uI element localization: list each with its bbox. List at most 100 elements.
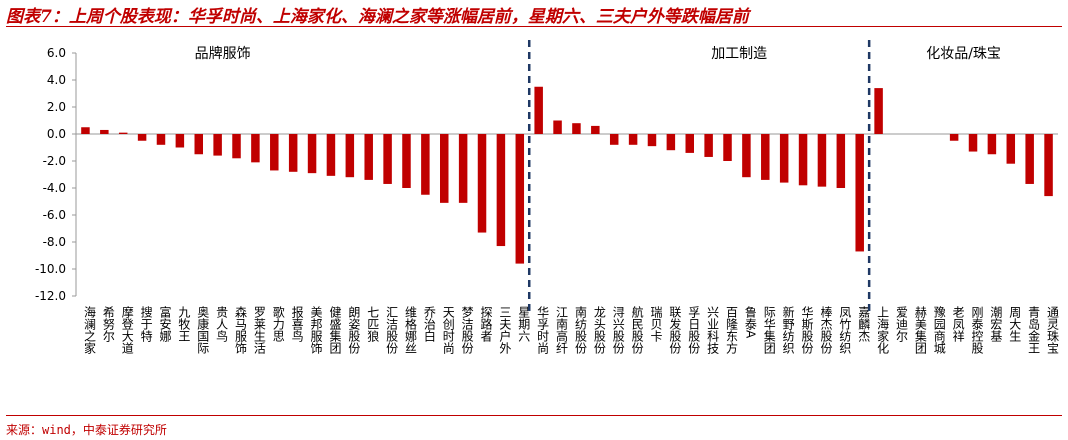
category-label: 江南高纤: [555, 306, 569, 354]
category-label: 潮宏基: [989, 305, 1003, 342]
category-label: 航民股份: [630, 305, 644, 354]
category-label: 周大生: [1008, 306, 1022, 342]
bar-富安娜: [156, 134, 166, 145]
category-label: 希努尔: [101, 305, 115, 342]
category-label: 维格娜丝: [403, 306, 417, 354]
bar-刚泰控股: [968, 134, 978, 152]
group-label: 化妆品/珠宝: [926, 46, 1001, 62]
bar-际华集团: [761, 134, 770, 180]
category-label: 鲁泰A: [743, 306, 757, 339]
y-tick-label: 6.0: [47, 46, 66, 60]
bar-歌力思: [270, 134, 279, 171]
bar-希努尔: [100, 129, 109, 134]
bar-维格娜丝: [402, 134, 411, 188]
category-label: 联发股份: [668, 306, 682, 354]
bar-棒杰股份: [817, 134, 827, 187]
bar-周大生: [1006, 134, 1016, 164]
source-note: 来源：wind，中泰证券研究所: [6, 423, 167, 437]
bar-潮宏基: [987, 134, 997, 155]
category-label: 星期六: [517, 306, 531, 342]
bar-孚日股份: [685, 134, 694, 153]
group-label: 加工制造: [711, 46, 767, 62]
category-label: 青岛金王: [1027, 306, 1041, 354]
bar-新野纺织: [779, 134, 789, 183]
category-label: 七匹狼: [366, 306, 380, 342]
bar-健盛集团: [326, 134, 336, 176]
category-label: 华孚时尚: [536, 306, 550, 354]
bar-江南高纤: [553, 120, 562, 134]
category-label: 报喜鸟: [290, 305, 304, 342]
bar-海澜之家: [81, 127, 90, 134]
y-tick-label: -12.0: [35, 289, 66, 303]
category-label: 富安娜: [158, 305, 172, 343]
category-label: 歌力思: [271, 305, 285, 342]
category-label: 老凤祥: [951, 306, 965, 342]
bar-联发股份: [666, 134, 676, 151]
bar-鲁泰A: [742, 134, 751, 178]
category-label: 健盛集团: [328, 306, 342, 355]
y-tick-label: -8.0: [43, 235, 66, 249]
bar-罗莱生活: [251, 134, 260, 163]
bar-奥康国际: [194, 134, 203, 155]
bar-梦洁股份: [458, 134, 468, 203]
category-label: 浔兴股份: [611, 306, 625, 354]
y-tick-label: -2.0: [43, 154, 66, 168]
category-label: 龙头股份: [592, 306, 606, 354]
category-label: 汇洁股份: [385, 306, 399, 354]
category-label: 三夫户外: [498, 306, 512, 354]
group-label: 品牌服饰: [195, 45, 251, 62]
bar-凤竹纺织: [836, 134, 846, 188]
bar-报喜鸟: [288, 134, 298, 172]
bar-百隆东方: [723, 134, 732, 161]
bar-青岛金王: [1025, 134, 1034, 184]
category-label: 嘉麟杰: [857, 306, 871, 342]
category-label: 乔治白: [422, 306, 436, 342]
bar-航民股份: [628, 134, 638, 145]
bar-探路者: [477, 134, 487, 233]
bar-通灵珠宝: [1044, 134, 1053, 197]
bar-乔治白: [421, 134, 430, 195]
category-label: 百隆东方: [725, 306, 739, 355]
title-rule: [6, 26, 1062, 27]
bar-天创时尚: [440, 134, 449, 203]
category-label: 探路者: [479, 306, 493, 343]
category-label: 新野纺织: [781, 305, 795, 354]
category-label: 朗姿股份: [347, 306, 361, 354]
category-label: 森马服饰: [234, 305, 248, 354]
category-label: 罗莱生活: [252, 306, 266, 354]
category-label: 九牧王: [177, 306, 191, 342]
category-label: 天创时尚: [441, 306, 455, 354]
bar-chart: 6.0 4.0 2.0 0.0 -2.0 -4.0 -6.0 -8.0 -10.0 -12.0 海澜…: [35, 40, 1060, 355]
y-tick-label: -6.0: [43, 208, 66, 222]
bar-九牧王: [175, 134, 185, 148]
bar-上海家化: [874, 88, 883, 134]
bar-兴业科技: [704, 134, 713, 157]
bar-南纺股份: [572, 123, 581, 134]
category-label: 美邦服饰: [309, 306, 323, 354]
y-tick-label: -4.0: [43, 181, 66, 195]
category-label: 刚泰控股: [970, 306, 984, 355]
bar-汇洁股份: [383, 134, 392, 184]
category-label: 孚日股份: [687, 306, 701, 354]
bar-贵人鸟: [213, 134, 222, 156]
bar-瑞贝卡: [647, 134, 657, 147]
category-label: 赫美集团: [913, 306, 927, 355]
category-label: 凤竹纺织: [838, 306, 852, 354]
bar-华孚时尚: [534, 86, 543, 134]
category-label: 通灵珠宝: [1046, 306, 1060, 354]
category-label: 华斯股份: [800, 306, 814, 354]
category-label: 兴业科技: [706, 306, 720, 354]
bar-美邦服饰: [307, 134, 317, 174]
category-label: 摩登大道: [120, 305, 134, 354]
y-tick-label: 0.0: [47, 127, 66, 141]
category-label: 搜于特: [139, 305, 153, 342]
bar-森马服饰: [232, 134, 241, 159]
category-label: 奥康国际: [196, 306, 210, 354]
bar-嘉麟杰: [855, 134, 864, 252]
bar-摩登大道: [118, 132, 128, 134]
y-tick-label: -10.0: [35, 262, 66, 276]
bar-朗姿股份: [345, 134, 355, 178]
bar-华斯股份: [798, 134, 808, 186]
bar-星期六: [515, 134, 525, 264]
category-label: 瑞贝卡: [649, 306, 663, 342]
